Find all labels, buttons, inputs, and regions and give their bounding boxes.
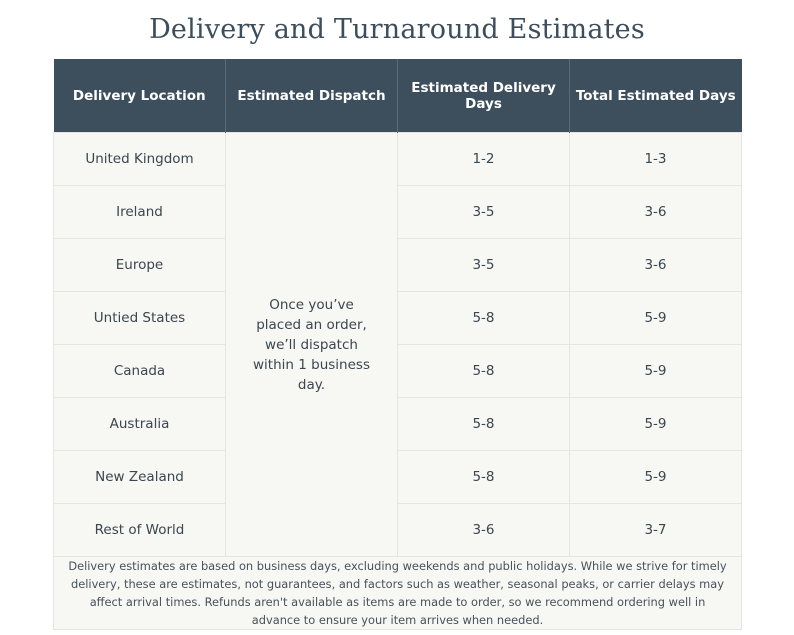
- location-cell: Untied States: [53, 291, 226, 345]
- table-row: New Zealand 5-8 5-9: [53, 450, 742, 504]
- total-days-cell: 3-6: [569, 238, 742, 292]
- delivery-days-cell: 5-8: [397, 450, 570, 504]
- total-days-cell: 5-9: [569, 450, 742, 504]
- total-days-cell: 5-9: [569, 397, 742, 451]
- delivery-days-cell: 5-8: [397, 344, 570, 398]
- location-cell: United Kingdom: [53, 132, 226, 186]
- total-days-cell: 3-7: [569, 503, 742, 557]
- delivery-days-cell: 3-5: [397, 238, 570, 292]
- table-row: United Kingdom Once you’ve placed an ord…: [53, 132, 742, 557]
- location-cell: Ireland: [53, 185, 226, 239]
- table-row: Canada 5-8 5-9: [53, 344, 742, 398]
- table-row: Australia 5-8 5-9: [53, 397, 742, 451]
- delivery-days-cell: 3-5: [397, 185, 570, 239]
- table-header-row: Delivery Location Estimated Dispatch Est…: [53, 59, 742, 133]
- delivery-days-cell: 5-8: [397, 291, 570, 345]
- delivery-days-cell: 1-2: [397, 132, 570, 186]
- total-days-cell: 1-3: [569, 132, 742, 186]
- footnote: Delivery estimates are based on business…: [53, 556, 742, 630]
- total-days-cell: 3-6: [569, 185, 742, 239]
- location-cell: Canada: [53, 344, 226, 398]
- dispatch-cell: Once you’ve placed an order, we’ll dispa…: [225, 132, 398, 557]
- delivery-days-cell: 5-8: [397, 397, 570, 451]
- table-row: Rest of World 3-6 3-7: [53, 503, 742, 557]
- delivery-days-cell: 3-6: [397, 503, 570, 557]
- location-cell: Rest of World: [53, 503, 226, 557]
- total-days-cell: 5-9: [569, 344, 742, 398]
- location-cell: New Zealand: [53, 450, 226, 504]
- delivery-estimates-table: Delivery Location Estimated Dispatch Est…: [53, 59, 742, 630]
- total-days-cell: 5-9: [569, 291, 742, 345]
- header-total-estimated-days: Total Estimated Days: [569, 59, 742, 133]
- header-delivery-location: Delivery Location: [53, 59, 226, 133]
- header-estimated-dispatch: Estimated Dispatch: [225, 59, 398, 133]
- table-row: Untied States 5-8 5-9: [53, 291, 742, 345]
- page-title: Delivery and Turnaround Estimates: [149, 14, 645, 45]
- table-row: Europe 3-5 3-6: [53, 238, 742, 292]
- footnote-row: Delivery estimates are based on business…: [53, 556, 742, 630]
- table-row: Ireland 3-5 3-6: [53, 185, 742, 239]
- location-cell: Australia: [53, 397, 226, 451]
- location-cell: Europe: [53, 238, 226, 292]
- header-estimated-delivery-days: Estimated Delivery Days: [397, 59, 570, 133]
